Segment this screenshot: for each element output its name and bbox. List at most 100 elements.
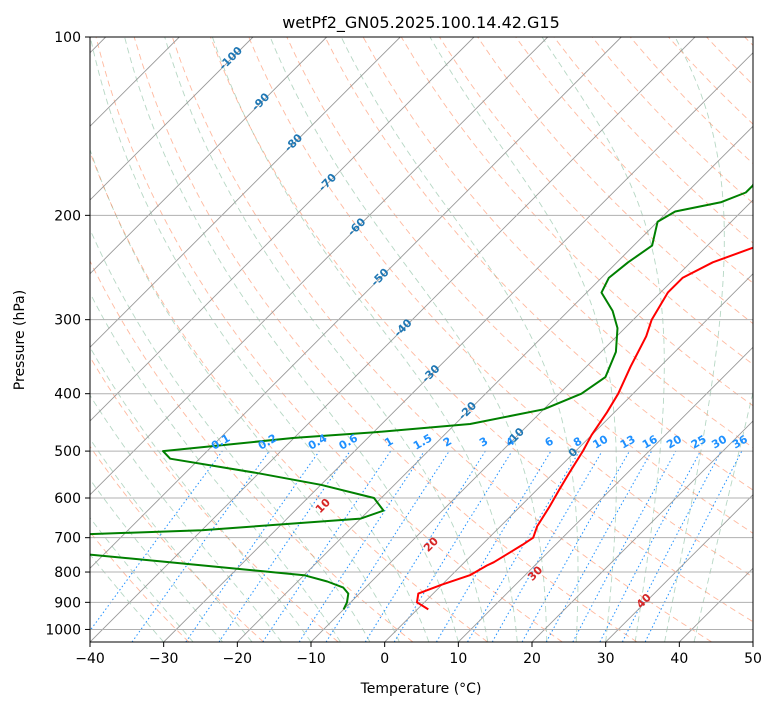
mixing-ratio-line [262, 450, 392, 642]
dry-adiabat-line [133, 37, 638, 642]
x-tick-label: 40 [670, 651, 688, 667]
dry-adiabat-line [171, 37, 712, 642]
moist-adiabat-line [164, 37, 489, 642]
dewpoint-profile-line [90, 182, 753, 610]
mixing-ratio-line [90, 450, 223, 632]
mixing-ratio-line [435, 450, 552, 642]
isotherms [90, 37, 753, 642]
mixing-ratio-line [467, 450, 580, 642]
moist-adiabat-line [541, 37, 665, 642]
mixing-ratio-line [393, 450, 513, 642]
isotherm-line [90, 37, 401, 348]
moist-adiabat-line [90, 37, 430, 642]
mixing-ratio-label: 6 [543, 434, 556, 449]
dry-adiabat-line [90, 150, 488, 642]
moist-adiabat-line [90, 553, 165, 642]
x-tick-label: 0 [380, 651, 389, 667]
isotherm-label: -50 [368, 265, 391, 288]
dry-adiabat-label: 40 [634, 591, 654, 611]
dry-adiabat-line [90, 259, 414, 642]
dry-adiabat-line [90, 445, 264, 642]
y-tick-label: 400 [54, 387, 81, 403]
mixing-ratio-line [545, 450, 653, 642]
isotherm-line [605, 494, 753, 642]
moist-adiabat-line [693, 390, 753, 642]
moist-adiabat-line [90, 148, 400, 642]
dry-adiabat-line [744, 37, 753, 47]
mixing-ratio-line [218, 450, 351, 642]
mixing-ratio-line [599, 450, 701, 642]
dry-adiabat-line [668, 37, 753, 125]
mixing-ratio-label: 0.4 [306, 431, 330, 452]
moist-adiabat-line [90, 438, 253, 642]
plot-area: 0.1 0.2 0.4 0.6 1 1.5 2 3 4 6 8 10 13 16 20 25 30 36-100-… [90, 37, 753, 642]
x-tick-label: −40 [75, 651, 105, 667]
isotherm-line [531, 420, 753, 642]
mixing-ratio-label: 13 [618, 433, 638, 452]
y-tick-label: 500 [54, 444, 81, 460]
isotherm-line [90, 37, 254, 201]
x-tick-label: 30 [597, 651, 615, 667]
mixing-ratio-lines [90, 450, 743, 642]
dry-adiabat-line [324, 37, 753, 491]
x-tick-label: −20 [223, 651, 253, 667]
isotherm-label: -100 [216, 44, 245, 73]
x-axis-label: Temperature (°C) [360, 681, 482, 697]
isotherm-label: -90 [249, 90, 272, 113]
dry-adiabat-line [515, 37, 753, 284]
mixing-ratio-label: 10 [591, 432, 611, 451]
moist-adiabat-line [269, 37, 548, 642]
x-tick-label: 50 [744, 651, 762, 667]
mixing-ratio-label: 3 [477, 435, 490, 450]
moist-adiabat-line [664, 37, 725, 642]
y-tick-label: 700 [54, 531, 81, 547]
temperature-profile-line [416, 246, 753, 611]
pressure-gridlines [90, 37, 753, 630]
mixing-ratio-line [325, 450, 450, 642]
mixing-ratio-label: 1.5 [411, 432, 434, 453]
chart-title: wetPf2_GN05.2025.100.14.42.G15 [282, 13, 560, 33]
isotherm-line [310, 199, 753, 642]
moist-adiabat-line [90, 478, 223, 642]
mixing-ratio-label: 20 [664, 432, 684, 451]
dry-adiabat-line [90, 356, 339, 642]
isotherm-label: -30 [419, 362, 442, 385]
mixing-ratio-line [298, 450, 425, 642]
dry-adiabat-line [90, 531, 190, 642]
mixing-ratio-label: 16 [640, 432, 660, 451]
y-tick-label: 600 [54, 491, 81, 507]
isotherm-label: -80 [282, 131, 305, 154]
mixing-ratio-line [644, 450, 743, 642]
isotherm-label: -20 [456, 399, 479, 422]
moist-adiabat-line [90, 228, 371, 642]
isotherm-label: -70 [316, 171, 339, 194]
moist-adiabat-line [90, 517, 194, 642]
dry-adiabat-label: 10 [313, 496, 333, 516]
x-axis-ticks: −40 −30 −20 −10 0 10 20 30 40 50 [75, 642, 762, 667]
isotherm-line [90, 37, 622, 569]
isotherm-line [90, 37, 696, 642]
dry-adiabat-line [477, 37, 753, 325]
sounding-series [90, 182, 753, 611]
isotherm-line [752, 641, 753, 642]
mixing-ratio-label: 36 [730, 432, 750, 451]
isotherm-line [384, 273, 753, 642]
isotherm-line [457, 346, 753, 642]
mixing-ratio-line [185, 450, 320, 642]
y-tick-label: 1000 [45, 622, 81, 638]
dry-adiabat-line [591, 37, 753, 204]
dry-adiabat-line [248, 37, 753, 578]
moist-adiabat-line [90, 346, 312, 642]
y-tick-label: 100 [54, 30, 81, 46]
mixing-ratio-label: 30 [709, 432, 729, 451]
y-axis-ticks: 100 200 300 400 500 600 700 800 900 1000 [45, 30, 90, 638]
isotherm-label: -60 [345, 215, 368, 238]
mixing-ratio-label: 0.2 [256, 432, 279, 453]
y-tick-label: 300 [54, 313, 81, 329]
mixing-ratio-label: 0.1 [209, 432, 232, 453]
y-tick-label: 800 [54, 565, 81, 581]
isotherm-line [236, 125, 753, 642]
y-tick-label: 900 [54, 595, 81, 611]
moist-adiabat-line [340, 37, 579, 642]
